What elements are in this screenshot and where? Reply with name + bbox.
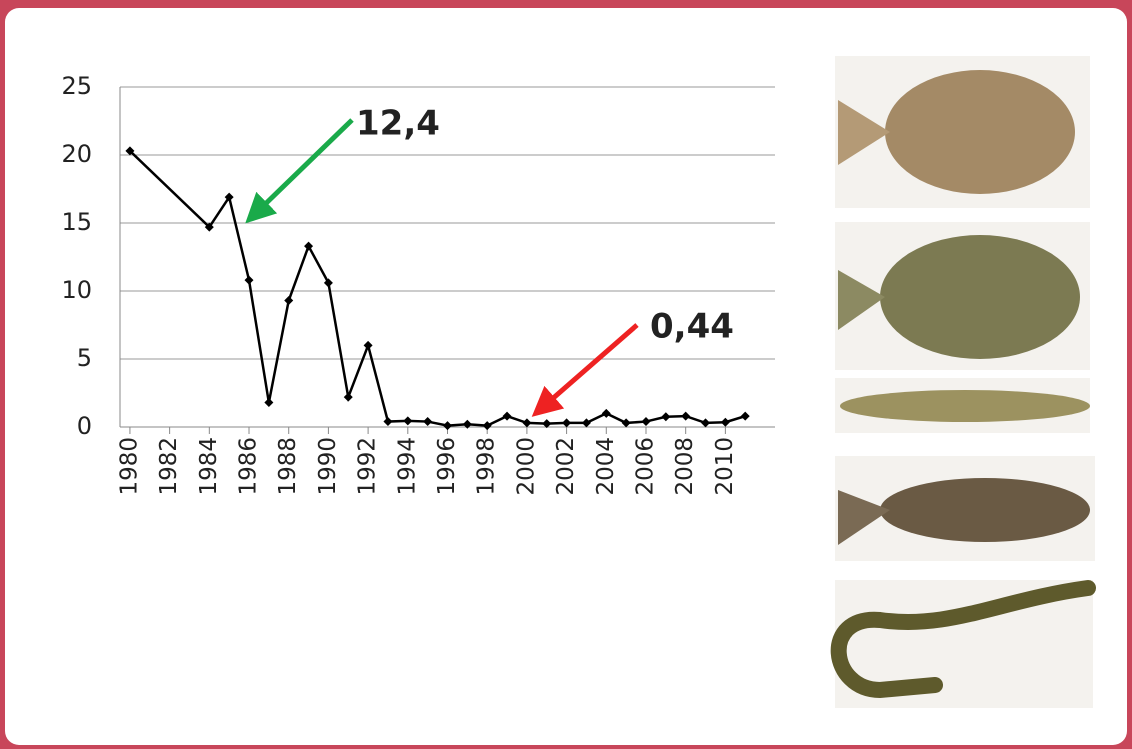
point [343, 392, 353, 402]
fish [880, 478, 1090, 542]
point [383, 417, 393, 427]
arrow [245, 118, 354, 224]
point [581, 418, 591, 428]
fish [885, 70, 1075, 194]
point [621, 418, 631, 428]
x-tick-label: 2010 [712, 437, 738, 496]
x-tick-label: 2006 [632, 437, 658, 496]
eel [830, 580, 1096, 699]
x-tick-label: 1992 [355, 437, 381, 496]
annotation: 12,4 [356, 104, 440, 144]
y-tick-label: 20 [61, 140, 92, 168]
point [323, 278, 333, 288]
point [641, 417, 651, 427]
point [244, 275, 254, 285]
point [462, 419, 472, 429]
point [562, 418, 572, 428]
point [304, 241, 314, 251]
point [661, 412, 671, 422]
x-tick-label: 2008 [672, 437, 698, 496]
point [720, 417, 730, 427]
point [443, 421, 452, 431]
point [542, 419, 552, 429]
point [423, 417, 433, 427]
y-tick-label: 15 [61, 208, 92, 236]
x-tick-label: 1984 [196, 437, 222, 496]
fish-images [830, 56, 1096, 708]
fish [880, 235, 1080, 359]
x-tick-label: 2000 [513, 437, 539, 496]
point [264, 398, 274, 408]
point [363, 340, 373, 350]
point [502, 411, 512, 421]
x-tick-label: 1980 [116, 437, 142, 496]
point [601, 408, 611, 418]
point [681, 411, 691, 421]
x-tick-label: 1986 [236, 437, 262, 496]
x-tick-label: 1982 [156, 437, 182, 496]
x-tick-label: 2004 [593, 437, 619, 496]
x-tick-label: 1994 [394, 437, 420, 496]
chart: 0 5 10 15 20 25 1980 1982 1984 1986 1988 1990 1992 19… [61, 72, 775, 496]
fish-tail [838, 490, 890, 545]
y-tick-label: 0 [77, 412, 92, 440]
fish-tail [838, 100, 890, 165]
point [522, 418, 532, 428]
x-tick-label: 1996 [434, 437, 460, 496]
point [284, 296, 294, 306]
point [403, 416, 413, 426]
x-tick-label: 1990 [315, 437, 341, 496]
annotation: 0,44 [650, 307, 734, 347]
arrow [531, 323, 639, 417]
point [740, 411, 750, 421]
x-tick-label: 2002 [553, 437, 579, 496]
y-tick-label: 25 [61, 72, 92, 100]
point [482, 421, 492, 431]
point [224, 192, 234, 202]
y-tick-label: 5 [77, 344, 92, 372]
point [125, 146, 135, 156]
point [701, 418, 711, 428]
x-tick-label: 1988 [275, 437, 301, 496]
fish-tail [838, 270, 885, 330]
point [204, 222, 214, 232]
y-tick-label: 10 [61, 276, 92, 304]
fish [840, 390, 1090, 422]
x-tick-label: 1998 [474, 437, 500, 496]
